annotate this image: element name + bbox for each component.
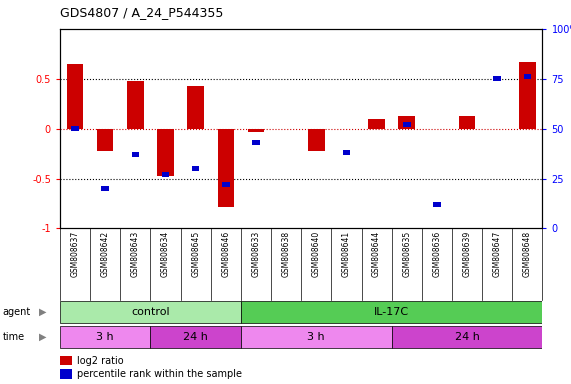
- Text: ▶: ▶: [39, 332, 46, 342]
- Text: GDS4807 / A_24_P544355: GDS4807 / A_24_P544355: [60, 6, 223, 19]
- Text: 24 h: 24 h: [455, 332, 480, 342]
- Bar: [97, 129, 114, 151]
- Bar: [252, 140, 260, 145]
- Bar: [71, 126, 79, 131]
- Text: GSM808635: GSM808635: [402, 231, 411, 277]
- Text: GSM808643: GSM808643: [131, 231, 140, 277]
- Text: GSM808641: GSM808641: [342, 231, 351, 277]
- Bar: [403, 122, 411, 127]
- Bar: [60, 356, 72, 366]
- Bar: [102, 186, 109, 191]
- Text: control: control: [131, 307, 170, 317]
- Bar: [150, 326, 241, 348]
- Bar: [60, 301, 241, 323]
- Bar: [218, 129, 234, 207]
- Text: GSM808636: GSM808636: [432, 231, 441, 277]
- Text: GSM808640: GSM808640: [312, 231, 321, 277]
- Text: log2 ratio: log2 ratio: [77, 356, 123, 366]
- Bar: [127, 81, 144, 129]
- Bar: [343, 150, 350, 155]
- Text: 3 h: 3 h: [307, 332, 325, 342]
- Text: GSM808642: GSM808642: [100, 231, 110, 277]
- Text: agent: agent: [3, 307, 31, 317]
- Bar: [493, 76, 501, 81]
- Text: IL-17C: IL-17C: [374, 307, 409, 317]
- Text: GSM808648: GSM808648: [523, 231, 532, 277]
- Bar: [459, 116, 475, 129]
- Bar: [368, 119, 385, 129]
- Text: GSM808634: GSM808634: [161, 231, 170, 277]
- Bar: [131, 152, 139, 157]
- Text: GSM808647: GSM808647: [493, 231, 502, 277]
- Bar: [524, 74, 531, 79]
- Text: GSM808638: GSM808638: [282, 231, 291, 277]
- Bar: [433, 202, 441, 207]
- Bar: [519, 62, 536, 129]
- Bar: [187, 86, 204, 129]
- Bar: [308, 129, 324, 151]
- Bar: [60, 369, 72, 379]
- Text: GSM808644: GSM808644: [372, 231, 381, 277]
- Text: 3 h: 3 h: [96, 332, 114, 342]
- Bar: [60, 326, 150, 348]
- Text: GSM808645: GSM808645: [191, 231, 200, 277]
- Bar: [222, 182, 230, 187]
- Bar: [241, 326, 392, 348]
- Bar: [392, 326, 542, 348]
- Text: time: time: [3, 332, 25, 342]
- Bar: [157, 129, 174, 175]
- Text: GSM808633: GSM808633: [251, 231, 260, 277]
- Bar: [67, 64, 83, 129]
- Text: GSM808639: GSM808639: [463, 231, 472, 277]
- Text: ▶: ▶: [39, 307, 46, 317]
- Text: 24 h: 24 h: [183, 332, 208, 342]
- Bar: [162, 172, 169, 177]
- Bar: [192, 166, 199, 171]
- Bar: [241, 301, 542, 323]
- Text: GSM808646: GSM808646: [222, 231, 230, 277]
- Bar: [248, 129, 264, 132]
- Text: percentile rank within the sample: percentile rank within the sample: [77, 369, 242, 379]
- Bar: [399, 116, 415, 129]
- Text: GSM808637: GSM808637: [71, 231, 79, 277]
